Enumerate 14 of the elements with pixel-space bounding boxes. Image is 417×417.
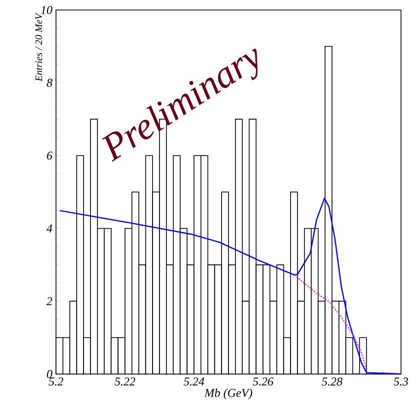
y-tick-label: 2	[46, 297, 52, 306]
x-tick-label: 5.26	[252, 378, 274, 386]
y-tick-label: 8	[46, 78, 52, 87]
y-axis-title: Entries / 20 MeV	[35, 12, 42, 82]
x-tick-label: 5.28	[322, 378, 342, 386]
y-tick-label: 4	[46, 224, 52, 232]
x-tick-label: 5.22	[114, 378, 136, 386]
x-axis-title: Mb (GeV)	[204, 388, 252, 400]
y-tick-label: 6	[46, 152, 52, 160]
x-tick-label: 5.24	[184, 378, 204, 386]
y-tick-label: 0	[46, 370, 52, 378]
x-tick-label: 5.2	[48, 378, 64, 386]
y-tick-label: 10	[40, 6, 52, 14]
x-tick-label: 5.3	[394, 378, 408, 386]
